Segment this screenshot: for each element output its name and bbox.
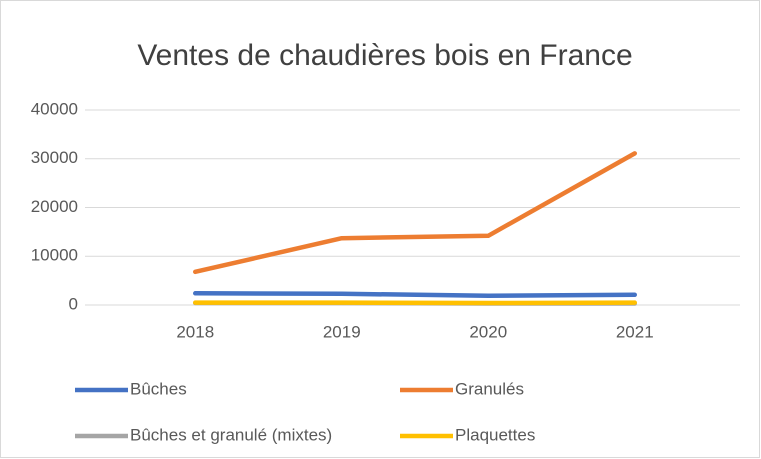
legend-label: Granulés	[455, 379, 524, 398]
x-tick-label: 2021	[616, 322, 654, 341]
legend-label: Plaquettes	[455, 425, 535, 444]
y-tick-label: 30000	[31, 148, 78, 167]
chart-title: Ventes de chaudières bois en France	[137, 39, 632, 72]
y-tick-label: 0	[69, 294, 78, 313]
x-tick-label: 2020	[469, 322, 507, 341]
y-tick-label: 10000	[31, 246, 78, 265]
series-line	[193, 291, 637, 298]
legend-label: Bûches et granulé (mixtes)	[130, 425, 332, 444]
y-tick-label: 20000	[31, 197, 78, 216]
legend-label: Bûches	[130, 379, 187, 398]
x-tick-label: 2019	[323, 322, 361, 341]
series-line	[193, 151, 637, 275]
y-tick-label: 40000	[31, 99, 78, 118]
x-tick-label: 2018	[176, 322, 214, 341]
